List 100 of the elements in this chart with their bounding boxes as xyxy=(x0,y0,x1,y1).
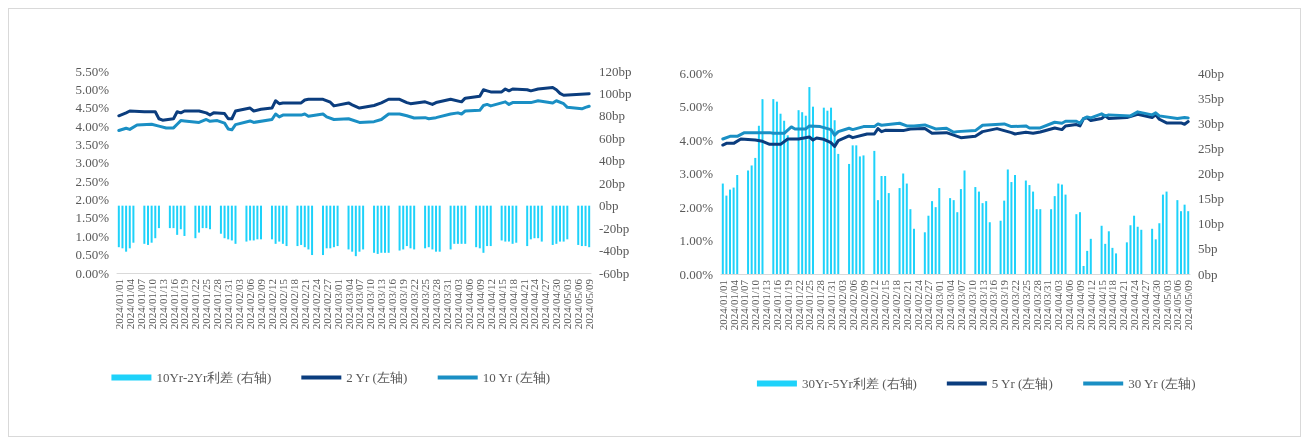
x-tick-label: 2024/01/22 xyxy=(189,279,202,330)
bar xyxy=(761,99,764,274)
x-tick-label: 2024/04/24 xyxy=(528,278,541,330)
x-tick-label: 2024/03/25 xyxy=(419,278,432,330)
x-tick-label: 2024/04/12 xyxy=(484,279,497,330)
y-tick-label: 3.50% xyxy=(75,136,110,152)
legend-label: 10 Yr (左轴) xyxy=(482,370,551,385)
y-tick-label: 5.00% xyxy=(679,99,714,114)
bar xyxy=(887,193,890,274)
y-tick-label: 5.00% xyxy=(75,81,110,97)
bar xyxy=(858,156,861,274)
bar xyxy=(1107,231,1110,274)
bar xyxy=(985,201,988,274)
bar xyxy=(848,163,851,274)
bar xyxy=(721,183,724,274)
y-tick-label: 1.00% xyxy=(679,233,714,248)
bar xyxy=(851,145,854,274)
x-tick-label: 2024/02/24 xyxy=(309,278,322,330)
x-tick-label: 2024/04/18 xyxy=(1106,279,1119,331)
y-tick-label: 3.00% xyxy=(75,155,110,171)
bar xyxy=(963,170,966,274)
y2-tick-label: 100bp xyxy=(599,85,632,101)
x-tick-label: 2024/02/03 xyxy=(233,278,246,330)
legend-label: 2 Yr (左轴) xyxy=(346,370,408,385)
x-tick-label: 2024/01/25 xyxy=(200,278,213,330)
bar xyxy=(1035,209,1038,274)
x-tick-label: 2024/03/04 xyxy=(944,279,957,331)
bar xyxy=(1165,191,1168,274)
x-tick-label: 2024/01/01 xyxy=(716,280,729,331)
x-tick-label: 2024/05/06 xyxy=(1171,279,1184,331)
bar xyxy=(1006,169,1009,274)
bar xyxy=(862,155,865,274)
x-tick-label: 2024/02/09 xyxy=(857,279,870,331)
x-tick-label: 2024/04/15 xyxy=(495,278,508,330)
x-tick-label: 2024/03/28 xyxy=(430,278,443,330)
bar xyxy=(808,87,811,274)
y2-tick-label: 0bp xyxy=(1198,266,1218,282)
legend-label: 30 Yr (左轴) xyxy=(1128,376,1196,391)
bar xyxy=(1057,183,1060,274)
x-tick-label: 2024/03/07 xyxy=(954,279,967,331)
x-tick-label: 2024/03/04 xyxy=(342,278,355,330)
legend-label: 10Yr-2Yr利差 (右轴) xyxy=(156,370,272,385)
y2-tick-label: 20bp xyxy=(1198,166,1224,181)
y-tick-label: 5.50% xyxy=(75,63,110,79)
bar xyxy=(931,201,934,274)
x-tick-label: 2024/03/28 xyxy=(1030,279,1043,331)
x-tick-label: 2024/01/28 xyxy=(211,278,224,330)
y2-tick-label: -60bp xyxy=(599,265,630,281)
x-tick-label: 2024/05/06 xyxy=(572,278,585,330)
x-tick-label: 2024/02/06 xyxy=(244,278,257,330)
bar xyxy=(880,176,883,274)
x-tick-label: 2024/04/27 xyxy=(539,278,552,330)
y2-tick-label: 40bp xyxy=(1198,65,1224,81)
line-series xyxy=(117,99,591,132)
y-tick-label: 1.00% xyxy=(75,228,110,244)
y-tick-label: 4.50% xyxy=(75,100,110,116)
bar xyxy=(938,188,941,274)
x-tick-label: 2024/02/21 xyxy=(298,279,311,330)
y2-tick-label: 25bp xyxy=(1198,140,1224,156)
x-tick-label: 2024/01/16 xyxy=(770,279,783,331)
x-tick-label: 2024/01/13 xyxy=(760,279,773,331)
x-tick-label: 2024/04/03 xyxy=(1052,279,1065,331)
x-tick-label: 2024/01/22 xyxy=(792,280,805,331)
y-tick-label: 2.00% xyxy=(679,199,714,215)
x-tick-label: 2024/03/31 xyxy=(440,279,453,330)
x-tick-label: 2024/01/07 xyxy=(738,279,751,331)
bar xyxy=(786,135,789,274)
legend-label: 30Yr-5Yr利差 (右轴) xyxy=(801,376,917,391)
bar xyxy=(747,170,750,274)
bar xyxy=(1115,253,1118,274)
bar xyxy=(1158,223,1161,274)
bar xyxy=(1050,209,1053,274)
bar xyxy=(1179,211,1182,274)
x-tick-label: 2024/02/15 xyxy=(879,279,892,331)
x-tick-label: 2024/04/30 xyxy=(1149,279,1162,331)
legend-label: 5 Yr (左轴) xyxy=(991,376,1053,391)
x-tick-label: 2024/02/21 xyxy=(900,280,913,331)
bar xyxy=(812,106,814,274)
bar xyxy=(822,107,825,274)
x-tick-label: 2024/04/30 xyxy=(550,278,563,330)
line-series xyxy=(721,110,1190,141)
x-tick-label: 2024/01/04 xyxy=(123,278,136,330)
y2-tick-label: 15bp xyxy=(1198,191,1224,207)
bar xyxy=(775,101,778,274)
x-tick-label: 2024/05/09 xyxy=(583,278,596,330)
x-tick-label: 2024/05/03 xyxy=(1160,279,1173,331)
bar xyxy=(1028,185,1031,274)
bar xyxy=(1176,200,1179,274)
bar xyxy=(1140,229,1143,274)
bar xyxy=(1024,180,1027,274)
y2-tick-label: 5bp xyxy=(1198,241,1218,257)
x-tick-label: 2024/04/03 xyxy=(451,278,464,330)
x-tick-label: 2024/02/18 xyxy=(889,279,902,331)
y-tick-label: 2.00% xyxy=(75,192,110,208)
bar xyxy=(801,112,804,274)
bar xyxy=(1075,214,1078,274)
y2-tick-label: 0bp xyxy=(599,198,619,214)
bar xyxy=(1003,200,1006,274)
bar xyxy=(1064,194,1067,274)
y-tick-label: 1.50% xyxy=(75,210,110,226)
